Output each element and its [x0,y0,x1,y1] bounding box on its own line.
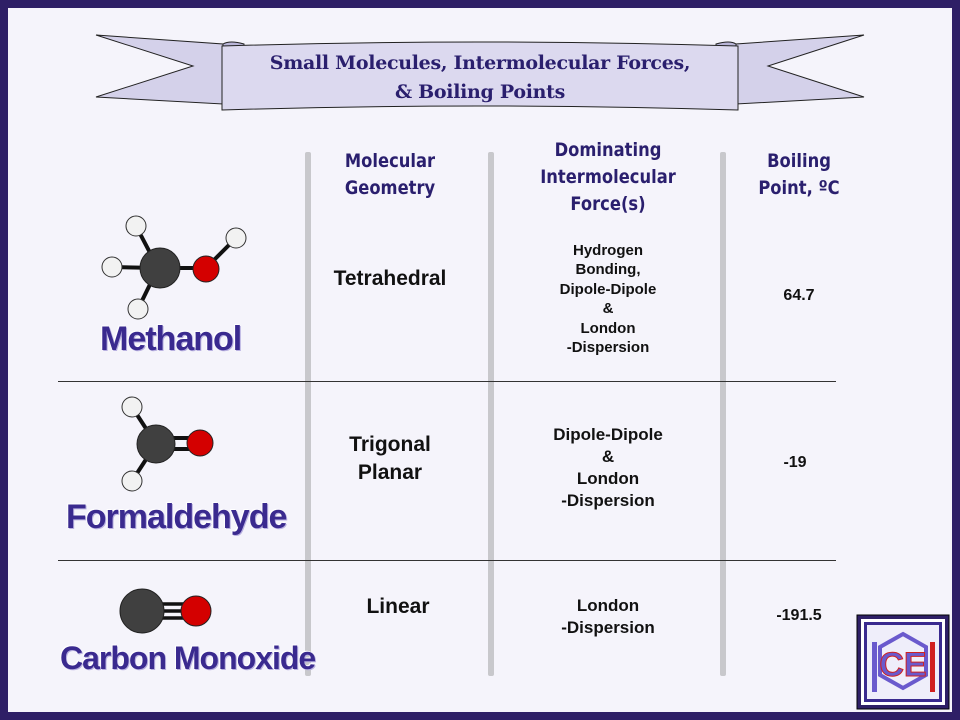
header-geometry: Molecular Geometry [319,148,460,202]
header-force-line: Dominating [554,139,662,161]
geometry-text: Trigonal [349,433,431,456]
boiling-point-cell: -19 [783,454,807,471]
force-text: London [576,596,640,615]
molecule-name: Carbon Monoxide [60,640,316,676]
header-force: Dominating Intermolecular Force(s) [522,137,694,218]
header-boiling-point: Boiling Point, ºC [745,148,853,202]
force-text: Bonding, [575,261,641,279]
title-line-2: & Boiling Points [394,81,566,103]
geometry-cell: Tetrahedral [308,266,472,292]
force-text: -Dispersion [561,491,655,510]
header-force-line: Force(s) [570,193,646,215]
force-cell: Hydrogen Bonding, Dipole-Dipole & London… [508,241,708,357]
methanol-molecule-icon [101,215,247,320]
column-divider [720,152,726,676]
molecule-name: Formaldehyde [66,498,287,536]
column-divider [488,152,494,676]
geometry-text: Planar [357,461,423,484]
geometry-text: Tetrahedral [333,267,447,290]
title-ribbon [95,34,865,111]
ce-logo-icon: CE [856,614,950,710]
force-text: -Dispersion [561,618,655,637]
force-text: & [602,300,614,318]
geometry-cell: Linear [316,594,480,620]
header-geometry-line: Molecular [344,150,436,172]
force-cell: Dipole-Dipole & London -Dispersion [508,424,708,512]
header-boiling-line: Boiling [767,150,831,172]
force-text: Dipole-Dipole [559,280,657,298]
logo-text: CE [879,646,926,684]
carbon-monoxide-molecule-icon [119,588,212,634]
column-divider [305,152,311,676]
boiling-point-cell: -191.5 [776,607,822,624]
boiling-point-cell: 64.7 [783,287,815,304]
geometry-cell: Trigonal Planar [308,431,472,487]
force-text: London [580,319,636,337]
row-divider [58,560,836,561]
formaldehyde-molecule-icon [121,396,214,492]
header-geometry-line: Geometry [344,177,436,199]
header-boiling-line: Point, ºC [758,177,840,199]
force-cell: London -Dispersion [508,595,708,639]
force-text: London [576,469,640,488]
molecule-name: Methanol [100,320,242,358]
geometry-text: Linear [366,595,430,618]
slide: Small Molecules, Intermolecular Forces, … [8,8,952,712]
force-text: -Dispersion [566,339,650,357]
force-text: Dipole-Dipole [553,425,663,444]
force-text: & [601,447,615,466]
header-force-line: Intermolecular [540,166,676,188]
force-text: Hydrogen [572,242,643,259]
row-divider [58,381,836,382]
title-line-1: Small Molecules, Intermolecular Forces, [269,52,691,74]
